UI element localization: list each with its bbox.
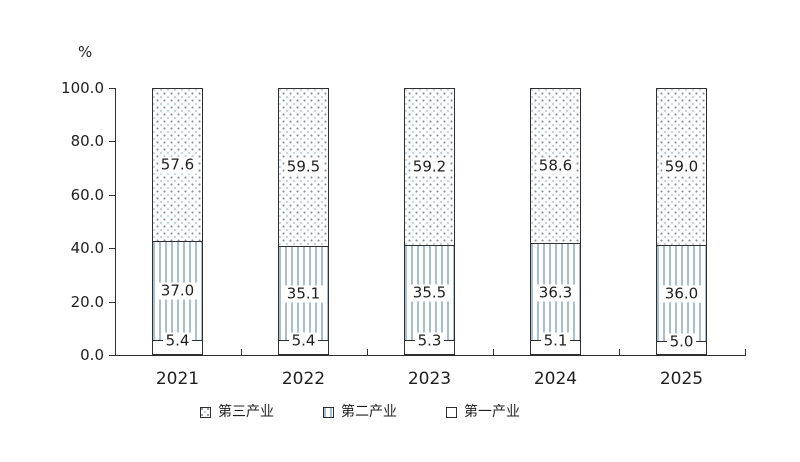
data-label: 59.2 — [409, 158, 450, 176]
y-axis-tick — [109, 194, 115, 196]
y-axis-tick-label: 0.0 — [80, 346, 104, 364]
data-label: 58.6 — [535, 157, 576, 175]
data-label: 37.0 — [157, 282, 198, 300]
y-axis-tick — [109, 141, 115, 143]
x-axis-tick — [619, 349, 620, 355]
y-axis-tick-label: 60.0 — [70, 185, 104, 204]
data-label: 59.0 — [661, 158, 702, 176]
y-axis-line — [115, 88, 116, 356]
category-label: 2023 — [407, 369, 452, 389]
y-axis-tick — [109, 301, 115, 303]
data-label: 5.3 — [414, 332, 445, 350]
category-label: 2025 — [659, 369, 704, 389]
data-label: 5.4 — [288, 332, 319, 350]
data-label: 36.0 — [661, 285, 702, 303]
y-axis-unit-label: % — [78, 43, 93, 61]
y-axis-tick-label: 100.0 — [61, 79, 104, 97]
data-label: 57.6 — [157, 156, 198, 174]
legend-item: 第一产业 — [446, 404, 520, 420]
y-axis-tick-label: 20.0 — [70, 292, 104, 311]
data-label: 5.0 — [666, 333, 697, 351]
data-label: 36.3 — [535, 284, 576, 302]
legend-item: 第三产业 — [200, 404, 274, 420]
data-label: 5.4 — [162, 332, 193, 350]
y-axis-tick-label: 40.0 — [70, 239, 104, 258]
x-axis-tick — [493, 349, 494, 355]
legend-swatch-plain — [446, 406, 457, 418]
legend-swatch-dots — [200, 406, 211, 418]
x-axis-line — [115, 355, 746, 356]
y-axis-tick — [109, 88, 115, 89]
x-axis-tick — [745, 349, 746, 355]
legend-swatch-vertical-lines — [323, 406, 334, 418]
data-label: 59.5 — [283, 158, 324, 176]
y-axis-tick — [109, 355, 115, 356]
x-axis-tick — [367, 349, 368, 355]
y-axis-tick — [109, 248, 115, 250]
legend-label: 第二产业 — [341, 404, 397, 420]
category-label: 2022 — [281, 369, 326, 389]
category-label: 2024 — [533, 369, 578, 389]
data-label: 5.1 — [540, 332, 571, 350]
legend-label: 第三产业 — [218, 404, 274, 420]
data-label: 35.5 — [409, 284, 450, 302]
x-axis-tick — [241, 349, 242, 355]
y-axis-tick-label: 80.0 — [70, 132, 104, 151]
legend-item: 第二产业 — [323, 404, 397, 420]
legend-label: 第一产业 — [464, 404, 520, 420]
data-label: 35.1 — [283, 285, 324, 303]
category-label: 2021 — [155, 369, 200, 389]
